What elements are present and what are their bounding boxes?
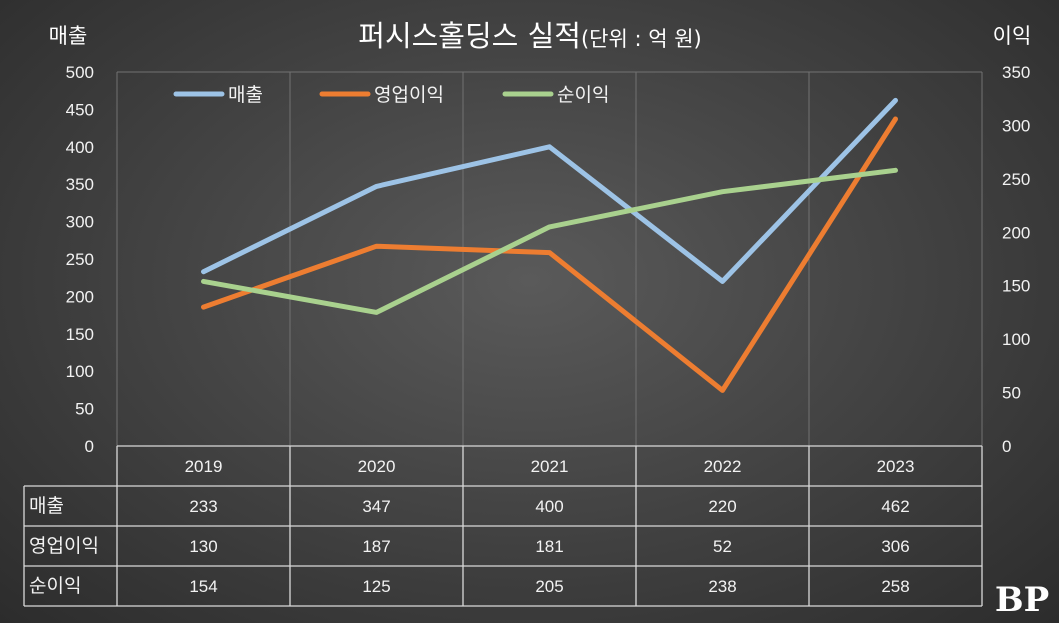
table-cell-value: 181 xyxy=(535,537,563,556)
right-tick-label: 300 xyxy=(1002,116,1030,135)
right-tick-label: 100 xyxy=(1002,330,1030,349)
series-line-op xyxy=(201,116,898,393)
right-tick-label: 200 xyxy=(1002,223,1030,242)
table-row-label: 순이익 xyxy=(29,575,81,597)
table-cell-value: 52 xyxy=(713,537,732,556)
chart-title: 퍼시스홀딩스 실적(단위 : 억 원) xyxy=(358,19,701,53)
left-tick-label: 150 xyxy=(66,325,94,344)
right-tick-label: 0 xyxy=(1002,437,1011,456)
right-axis-title: 이익 xyxy=(993,24,1032,48)
table-cell-value: 238 xyxy=(708,577,736,596)
left-tick-label: 100 xyxy=(66,362,94,381)
left-tick-label: 0 xyxy=(85,437,94,456)
right-tick-label: 250 xyxy=(1002,170,1030,189)
axis-ticks: 5004504003503002502001501005003503002502… xyxy=(66,63,1031,456)
table-cell-value: 130 xyxy=(189,537,217,556)
table-cell-value: 347 xyxy=(362,497,390,516)
table-cell-value: 462 xyxy=(881,497,909,516)
table-cell-value: 205 xyxy=(535,577,563,596)
category-label: 2021 xyxy=(531,457,569,476)
left-tick-label: 350 xyxy=(66,175,94,194)
right-tick-label: 150 xyxy=(1002,277,1030,296)
category-label: 2019 xyxy=(185,457,223,476)
gridlines xyxy=(116,71,983,446)
bp-logo: BP xyxy=(995,580,1049,620)
category-label: 2020 xyxy=(358,457,396,476)
legend-label: 순이익 xyxy=(557,84,609,106)
table-row-label: 영업이익 xyxy=(29,535,99,557)
table-cell-value: 258 xyxy=(881,577,909,596)
right-tick-label: 350 xyxy=(1002,63,1030,82)
legend: 매출 영업이익 순이익 xyxy=(173,84,609,106)
table-cell-value: 154 xyxy=(189,577,217,596)
legend-label: 영업이익 xyxy=(374,84,444,106)
left-tick-label: 400 xyxy=(66,138,94,157)
left-tick-label: 200 xyxy=(66,287,94,306)
series-lines xyxy=(201,97,898,393)
right-tick-label: 50 xyxy=(1002,384,1021,403)
left-tick-label: 300 xyxy=(66,213,94,232)
left-tick-label: 250 xyxy=(66,250,94,269)
category-label: 2022 xyxy=(704,457,742,476)
series-line-net xyxy=(201,167,898,315)
table-cell-value: 220 xyxy=(708,497,736,516)
data-table: 2019 2020 2021 2022 2023 매출 233 347 400 220 462 영업이… xyxy=(29,457,914,597)
table-cell-value: 187 xyxy=(362,537,390,556)
data-table-grid xyxy=(23,445,983,607)
legend-label: 매출 xyxy=(228,84,263,106)
left-axis-title: 매출 xyxy=(49,24,88,48)
table-cell-value: 400 xyxy=(535,497,563,516)
table-cell-value: 306 xyxy=(881,537,909,556)
chart-text: 퍼시스홀딩스 실적(단위 : 억 원) 매출 이익 BP xyxy=(49,19,1049,620)
left-tick-label: 50 xyxy=(75,400,94,419)
table-row-label: 매출 xyxy=(29,495,64,517)
table-cell-value: 233 xyxy=(189,497,217,516)
category-label: 2023 xyxy=(877,457,915,476)
left-tick-label: 500 xyxy=(66,63,94,82)
table-cell-value: 125 xyxy=(362,577,390,596)
left-tick-label: 450 xyxy=(66,100,94,119)
